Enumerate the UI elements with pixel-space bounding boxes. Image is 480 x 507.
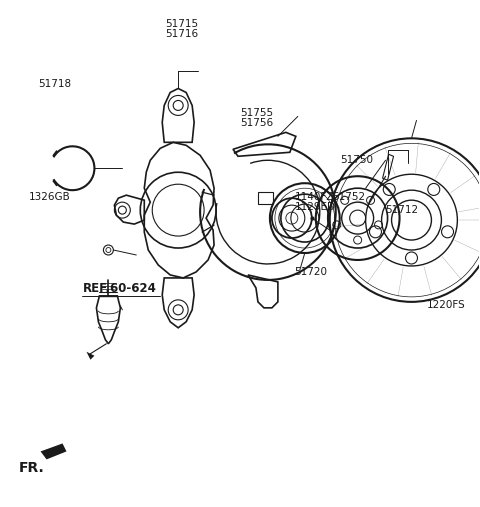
Text: 51750: 51750 — [340, 155, 372, 165]
Text: 51755: 51755 — [240, 108, 273, 119]
Text: FR.: FR. — [19, 461, 44, 476]
Text: 1140FZ: 1140FZ — [295, 192, 334, 202]
Text: 51718: 51718 — [38, 79, 72, 89]
Text: 1326GB: 1326GB — [29, 192, 71, 202]
Polygon shape — [41, 444, 67, 459]
Text: 51712: 51712 — [385, 205, 419, 215]
Text: 51720: 51720 — [294, 267, 327, 277]
Text: 51752: 51752 — [332, 192, 365, 202]
Text: 51756: 51756 — [240, 119, 273, 128]
Text: 51715: 51715 — [165, 19, 198, 29]
Polygon shape — [86, 352, 95, 359]
Text: 1129ED: 1129ED — [295, 202, 336, 212]
Text: REF.60-624: REF.60-624 — [83, 282, 156, 295]
Text: 1220FS: 1220FS — [426, 300, 465, 310]
Text: 51716: 51716 — [165, 29, 198, 39]
